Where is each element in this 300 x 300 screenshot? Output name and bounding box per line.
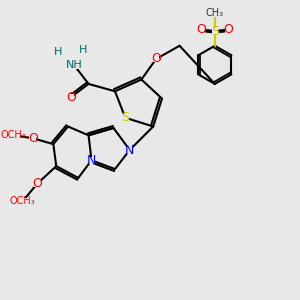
Text: OCH₃: OCH₃ bbox=[10, 196, 35, 206]
Text: N: N bbox=[87, 154, 96, 167]
FancyBboxPatch shape bbox=[8, 131, 20, 139]
FancyBboxPatch shape bbox=[29, 135, 36, 142]
FancyBboxPatch shape bbox=[225, 26, 231, 33]
Text: S: S bbox=[211, 25, 219, 38]
Text: O: O bbox=[66, 91, 76, 103]
Text: OCH₃: OCH₃ bbox=[1, 130, 27, 140]
Text: H: H bbox=[54, 46, 62, 57]
FancyBboxPatch shape bbox=[16, 198, 28, 205]
Text: NH: NH bbox=[65, 60, 82, 70]
FancyBboxPatch shape bbox=[127, 146, 133, 154]
Text: H: H bbox=[79, 45, 87, 55]
Text: CH₃: CH₃ bbox=[206, 8, 224, 19]
FancyBboxPatch shape bbox=[88, 157, 94, 164]
FancyBboxPatch shape bbox=[209, 10, 220, 17]
FancyBboxPatch shape bbox=[153, 56, 159, 62]
Text: O: O bbox=[151, 52, 161, 65]
Text: O: O bbox=[223, 23, 233, 36]
Text: O: O bbox=[28, 132, 38, 145]
Text: O: O bbox=[197, 23, 207, 36]
Text: N: N bbox=[125, 143, 134, 157]
Text: S: S bbox=[121, 111, 129, 124]
Text: O: O bbox=[32, 177, 42, 190]
FancyBboxPatch shape bbox=[34, 180, 41, 187]
FancyBboxPatch shape bbox=[212, 28, 218, 34]
FancyBboxPatch shape bbox=[68, 94, 74, 101]
FancyBboxPatch shape bbox=[198, 26, 205, 33]
FancyBboxPatch shape bbox=[70, 61, 78, 68]
FancyBboxPatch shape bbox=[122, 114, 128, 121]
